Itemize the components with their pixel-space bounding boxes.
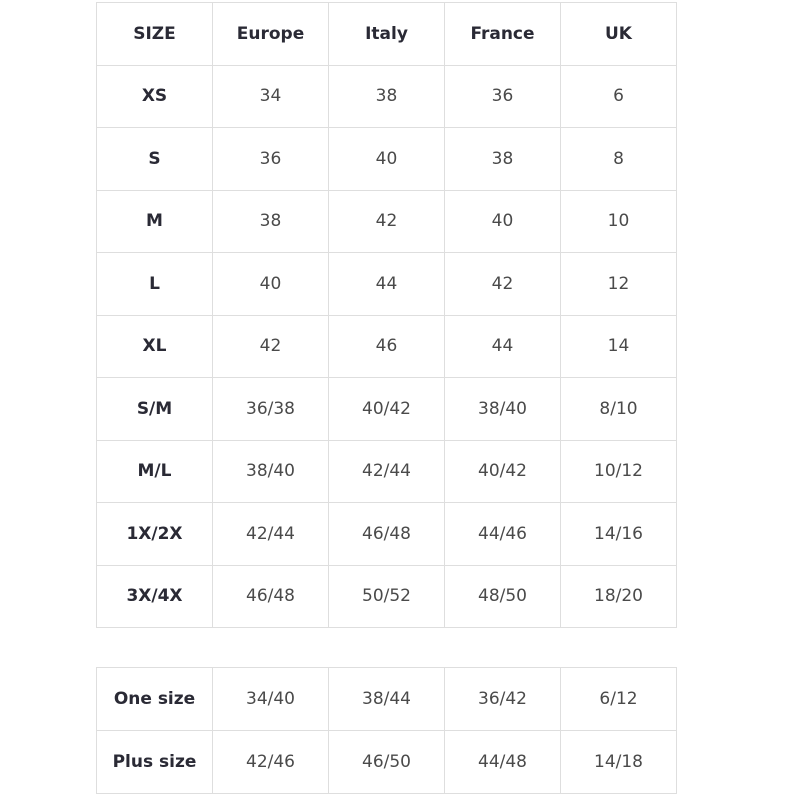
- table-row: M 38 42 40 10: [96, 189, 677, 253]
- size-value-cell: 42/44: [212, 502, 329, 566]
- size-value-cell: 36: [212, 127, 329, 191]
- size-label-cell: 1X/2X: [96, 502, 213, 566]
- size-value-cell: 44: [328, 252, 445, 316]
- size-value-cell: 44/48: [444, 730, 561, 794]
- size-label-cell: Plus size: [96, 730, 213, 794]
- size-value-cell: 38/44: [328, 667, 445, 731]
- table-row: S/M 36/38 40/42 38/40 8/10: [96, 377, 677, 441]
- table-row: L 40 44 42 12: [96, 252, 677, 316]
- size-value-cell: 38: [328, 64, 445, 128]
- size-value-cell: 42/46: [212, 730, 329, 794]
- size-value-cell: 10: [560, 189, 677, 253]
- column-header: France: [444, 2, 561, 66]
- table-row: 1X/2X 42/44 46/48 44/46 14/16: [96, 502, 677, 566]
- size-value-cell: 44/46: [444, 502, 561, 566]
- size-value-cell: 14: [560, 314, 677, 378]
- table-row: 3X/4X 46/48 50/52 48/50 18/20: [96, 564, 677, 628]
- size-value-cell: 50/52: [328, 564, 445, 628]
- size-label-cell: 3X/4X: [96, 564, 213, 628]
- header-row: SIZE Europe Italy France UK: [96, 2, 677, 66]
- column-header: Italy: [328, 2, 445, 66]
- size-label-cell: XL: [96, 314, 213, 378]
- size-value-cell: 46: [328, 314, 445, 378]
- size-value-cell: 42/44: [328, 439, 445, 503]
- size-value-cell: 42: [328, 189, 445, 253]
- size-value-cell: 40: [444, 189, 561, 253]
- size-value-cell: 40/42: [444, 439, 561, 503]
- table-row: One size 34/40 38/44 36/42 6/12: [96, 667, 677, 731]
- size-label-cell: M: [96, 189, 213, 253]
- size-value-cell: 14/18: [560, 730, 677, 794]
- size-label-cell: S: [96, 127, 213, 191]
- table-row: M/L 38/40 42/44 40/42 10/12: [96, 439, 677, 503]
- column-header: UK: [560, 2, 677, 66]
- table-row: S 36 40 38 8: [96, 127, 677, 191]
- size-value-cell: 34: [212, 64, 329, 128]
- size-value-cell: 44: [444, 314, 561, 378]
- size-value-cell: 46/48: [328, 502, 445, 566]
- table-row: XS 34 38 36 6: [96, 64, 677, 128]
- size-value-cell: 36/38: [212, 377, 329, 441]
- size-value-cell: 38: [212, 189, 329, 253]
- size-value-cell: 8/10: [560, 377, 677, 441]
- size-value-cell: 12: [560, 252, 677, 316]
- size-label-cell: M/L: [96, 439, 213, 503]
- size-value-cell: 38/40: [212, 439, 329, 503]
- size-value-cell: 38: [444, 127, 561, 191]
- size-value-cell: 48/50: [444, 564, 561, 628]
- table-row: Plus size 42/46 46/50 44/48 14/18: [96, 730, 677, 794]
- size-label-cell: XS: [96, 64, 213, 128]
- size-value-cell: 10/12: [560, 439, 677, 503]
- size-value-cell: 40/42: [328, 377, 445, 441]
- size-value-cell: 14/16: [560, 502, 677, 566]
- size-value-cell: 38/40: [444, 377, 561, 441]
- size-value-cell: 18/20: [560, 564, 677, 628]
- size-label-cell: S/M: [96, 377, 213, 441]
- size-value-cell: 6: [560, 64, 677, 128]
- size-value-cell: 42: [212, 314, 329, 378]
- column-header: SIZE: [96, 2, 213, 66]
- size-value-cell: 40: [212, 252, 329, 316]
- size-label-cell: One size: [96, 667, 213, 731]
- table-row: XL 42 46 44 14: [96, 314, 677, 378]
- size-value-cell: 36/42: [444, 667, 561, 731]
- size-value-cell: 40: [328, 127, 445, 191]
- column-header: Europe: [212, 2, 329, 66]
- size-value-cell: 42: [444, 252, 561, 316]
- size-chart-table: SIZE Europe Italy France UK XS 34 38 36 6 S 36 40 38 8…: [96, 2, 677, 628]
- size-label-cell: L: [96, 252, 213, 316]
- size-value-cell: 8: [560, 127, 677, 191]
- one-plus-size-table: One size 34/40 38/44 36/42 6/12 Plus size 42/4…: [96, 667, 677, 794]
- size-value-cell: 46/50: [328, 730, 445, 794]
- size-value-cell: 6/12: [560, 667, 677, 731]
- size-value-cell: 34/40: [212, 667, 329, 731]
- size-value-cell: 46/48: [212, 564, 329, 628]
- size-value-cell: 36: [444, 64, 561, 128]
